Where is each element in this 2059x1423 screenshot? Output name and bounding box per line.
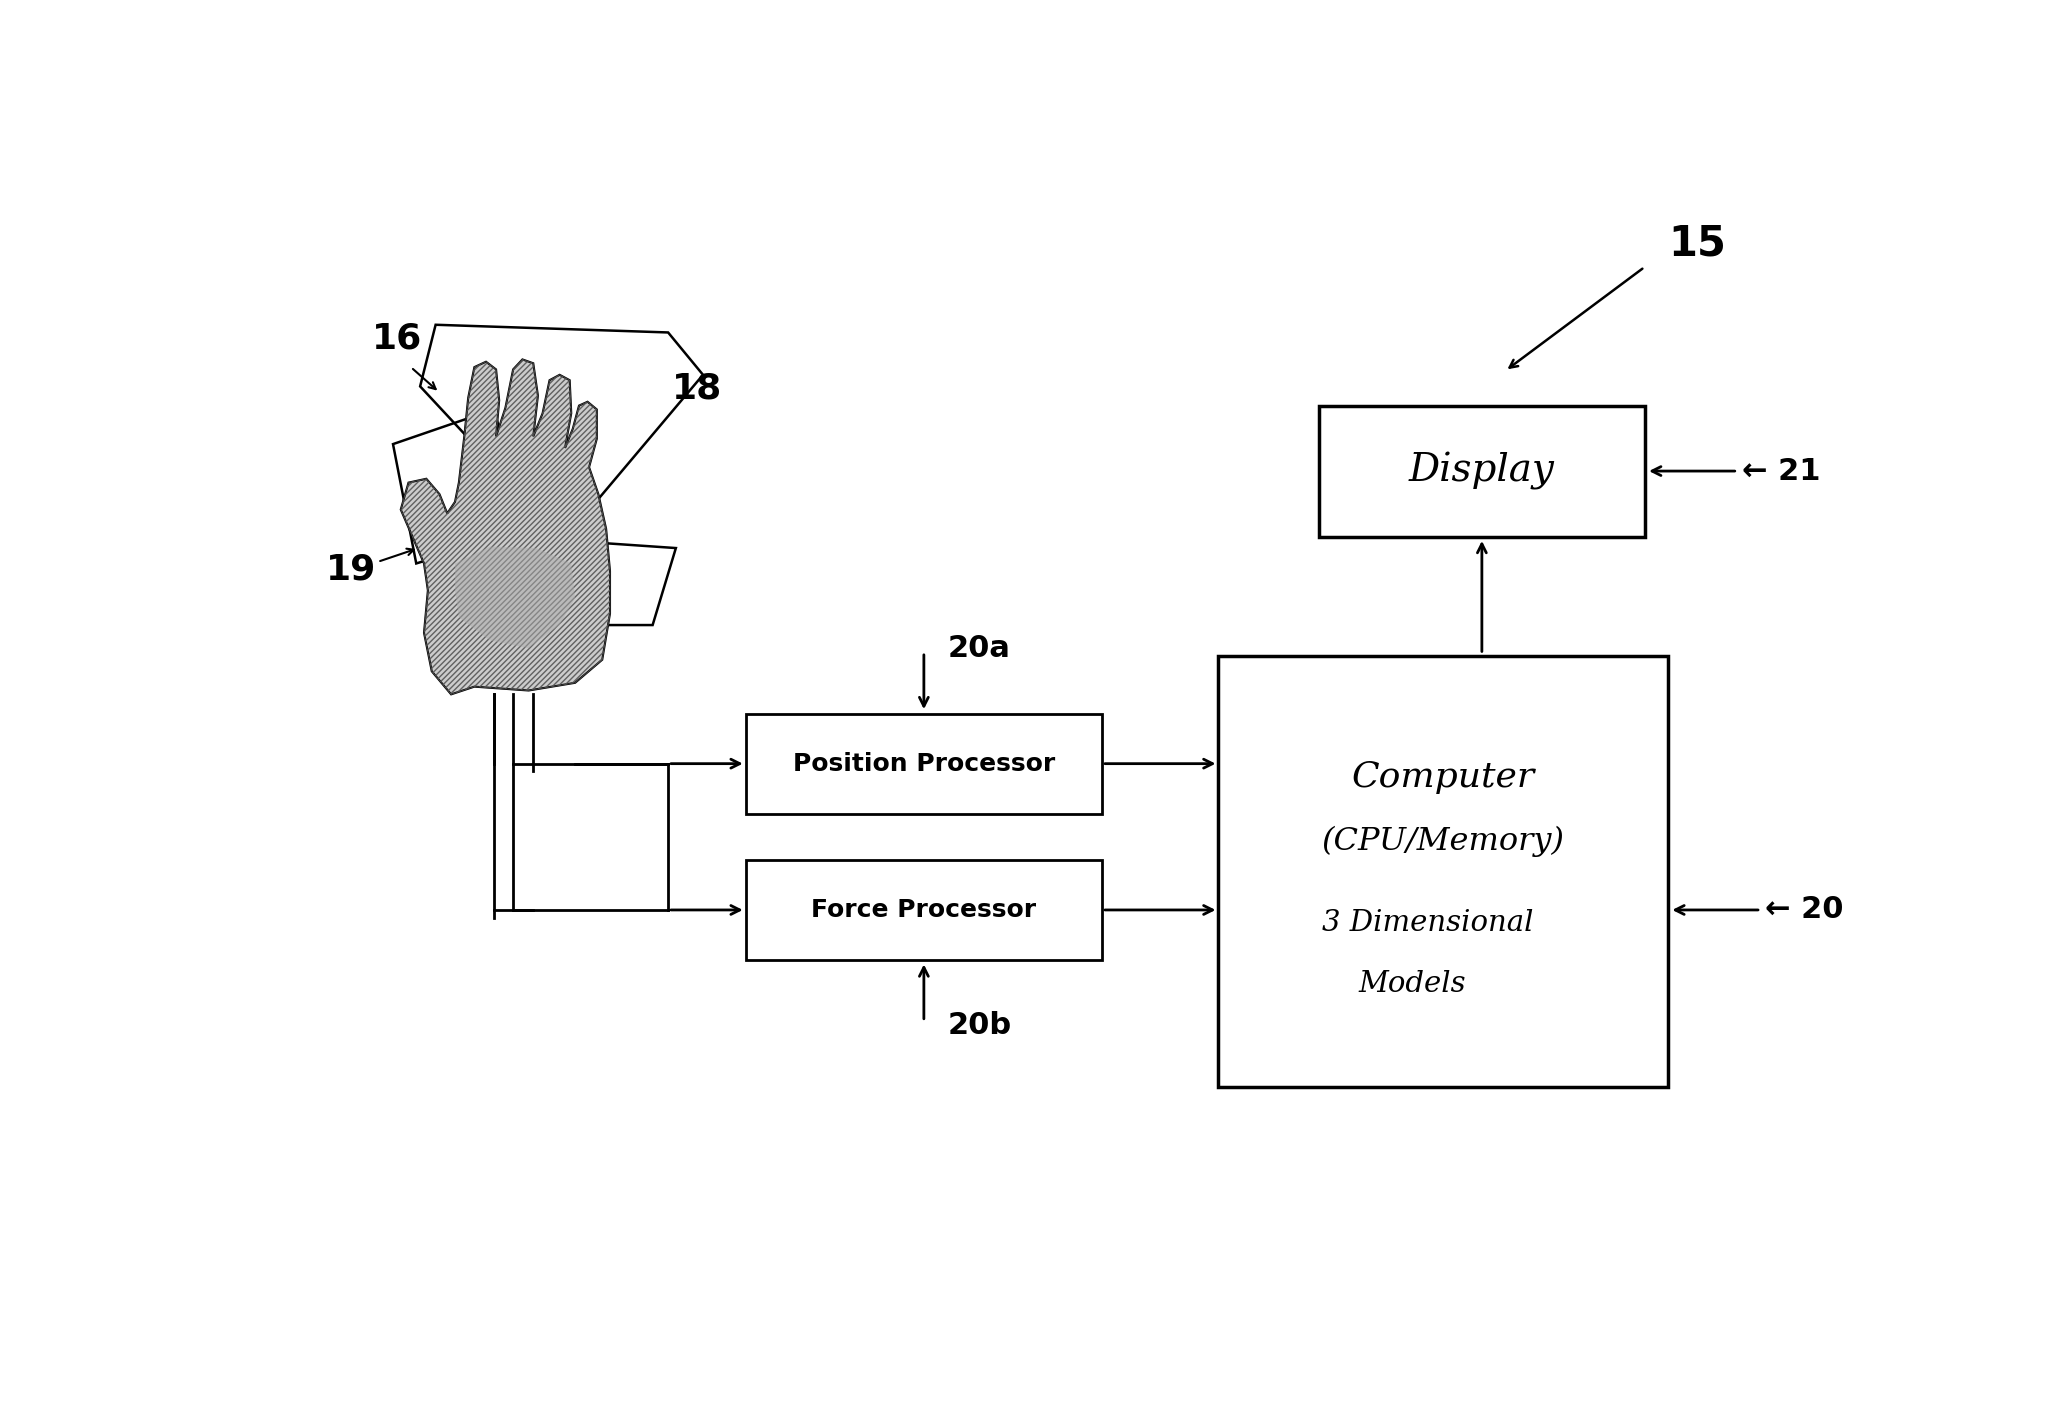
Text: Models: Models bbox=[1359, 969, 1466, 998]
Text: (CPU/Memory): (CPU/Memory) bbox=[1322, 825, 1565, 857]
Text: 18: 18 bbox=[671, 371, 723, 406]
Text: 16: 16 bbox=[373, 322, 422, 356]
Text: Computer: Computer bbox=[1351, 760, 1534, 794]
Polygon shape bbox=[402, 360, 609, 694]
Text: ← 20: ← 20 bbox=[1765, 895, 1843, 925]
Text: Position Processor: Position Processor bbox=[793, 751, 1054, 776]
Bar bbox=[1320, 406, 1645, 536]
Bar bbox=[745, 713, 1102, 814]
Text: ← 21: ← 21 bbox=[1742, 457, 1820, 485]
Text: 15: 15 bbox=[1668, 223, 1725, 265]
Text: 19: 19 bbox=[325, 552, 377, 586]
Bar bbox=[745, 859, 1102, 961]
Bar bbox=[1219, 656, 1668, 1087]
Text: Display: Display bbox=[1408, 453, 1555, 490]
Text: 3 Dimensional: 3 Dimensional bbox=[1322, 909, 1534, 938]
Polygon shape bbox=[455, 546, 574, 647]
Text: 20b: 20b bbox=[947, 1010, 1011, 1040]
Text: 20a: 20a bbox=[947, 633, 1011, 663]
Text: Force Processor: Force Processor bbox=[811, 898, 1036, 922]
